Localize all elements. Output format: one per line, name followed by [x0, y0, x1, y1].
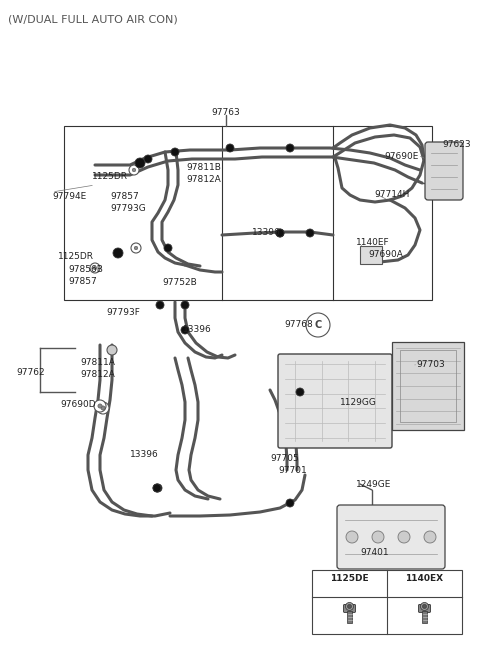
- Circle shape: [372, 531, 384, 543]
- Circle shape: [97, 402, 109, 414]
- Bar: [360, 246, 382, 264]
- FancyBboxPatch shape: [344, 605, 356, 612]
- Circle shape: [156, 301, 164, 309]
- Text: 1140EF: 1140EF: [356, 238, 390, 247]
- Text: 1249GE: 1249GE: [356, 480, 391, 489]
- Text: 1125DR: 1125DR: [92, 172, 128, 181]
- FancyBboxPatch shape: [278, 354, 392, 448]
- Text: 97857: 97857: [110, 192, 139, 201]
- Text: 97690A: 97690A: [368, 250, 403, 259]
- Circle shape: [154, 484, 162, 492]
- Text: (W/DUAL FULL AUTO AIR CON): (W/DUAL FULL AUTO AIR CON): [8, 14, 178, 24]
- Bar: [312, 570, 462, 634]
- Text: 97856B: 97856B: [68, 265, 103, 274]
- Text: 97794E: 97794E: [52, 192, 86, 201]
- Circle shape: [153, 484, 161, 492]
- Circle shape: [306, 229, 314, 237]
- Text: 97703: 97703: [416, 360, 445, 369]
- Text: 97811A: 97811A: [80, 358, 115, 367]
- Text: 97714H: 97714H: [374, 190, 409, 199]
- Circle shape: [113, 248, 123, 258]
- Text: 97752B: 97752B: [162, 278, 197, 287]
- Text: 1140EX: 1140EX: [406, 574, 444, 583]
- FancyBboxPatch shape: [337, 505, 445, 569]
- Text: 97763: 97763: [212, 108, 240, 117]
- Circle shape: [107, 345, 117, 355]
- Text: 97812A: 97812A: [80, 370, 115, 379]
- Text: 97762: 97762: [16, 368, 45, 377]
- Text: 13396: 13396: [130, 450, 159, 459]
- Text: 97811B: 97811B: [186, 163, 221, 172]
- Text: 97793G: 97793G: [110, 204, 146, 213]
- Text: 97768: 97768: [284, 320, 313, 329]
- Circle shape: [348, 605, 351, 608]
- Circle shape: [93, 266, 97, 270]
- Circle shape: [129, 165, 139, 175]
- Text: 97690D: 97690D: [60, 400, 96, 409]
- Circle shape: [98, 404, 102, 408]
- Circle shape: [101, 406, 105, 410]
- Circle shape: [90, 263, 100, 273]
- Circle shape: [135, 158, 145, 168]
- Circle shape: [226, 144, 234, 152]
- Circle shape: [181, 326, 189, 334]
- Circle shape: [306, 313, 330, 337]
- Circle shape: [420, 603, 429, 610]
- Text: 97701: 97701: [278, 466, 307, 475]
- Bar: [400, 350, 456, 422]
- Text: 97793F: 97793F: [106, 308, 140, 317]
- Circle shape: [286, 144, 294, 152]
- Bar: [392, 342, 464, 430]
- Text: 97401: 97401: [360, 548, 389, 557]
- Text: 1125DR: 1125DR: [58, 252, 94, 261]
- Circle shape: [94, 400, 106, 412]
- Circle shape: [346, 531, 358, 543]
- FancyBboxPatch shape: [419, 605, 431, 612]
- FancyBboxPatch shape: [425, 142, 463, 200]
- Circle shape: [153, 484, 161, 492]
- Circle shape: [181, 301, 189, 309]
- Text: 97690E: 97690E: [384, 152, 419, 161]
- Text: 13396: 13396: [252, 228, 281, 237]
- Circle shape: [132, 168, 136, 172]
- Circle shape: [286, 499, 294, 507]
- Circle shape: [398, 531, 410, 543]
- Circle shape: [164, 244, 172, 252]
- Bar: [64, 126, 432, 300]
- Text: 13396: 13396: [183, 325, 212, 334]
- Bar: [347, 611, 352, 624]
- Text: 97857: 97857: [68, 277, 97, 286]
- Text: 97705: 97705: [270, 454, 299, 463]
- Circle shape: [144, 155, 152, 163]
- Circle shape: [134, 246, 138, 250]
- Text: C: C: [314, 320, 322, 330]
- Circle shape: [422, 605, 427, 608]
- Circle shape: [296, 388, 304, 396]
- Text: 1129GG: 1129GG: [340, 398, 377, 407]
- Bar: [422, 611, 427, 624]
- Circle shape: [276, 229, 284, 237]
- Text: 1125DE: 1125DE: [330, 574, 369, 583]
- Circle shape: [276, 229, 284, 237]
- Text: 97623: 97623: [442, 140, 470, 149]
- Circle shape: [346, 603, 353, 610]
- Circle shape: [131, 243, 141, 253]
- Circle shape: [424, 531, 436, 543]
- Circle shape: [171, 148, 179, 156]
- Text: 97812A: 97812A: [186, 175, 221, 184]
